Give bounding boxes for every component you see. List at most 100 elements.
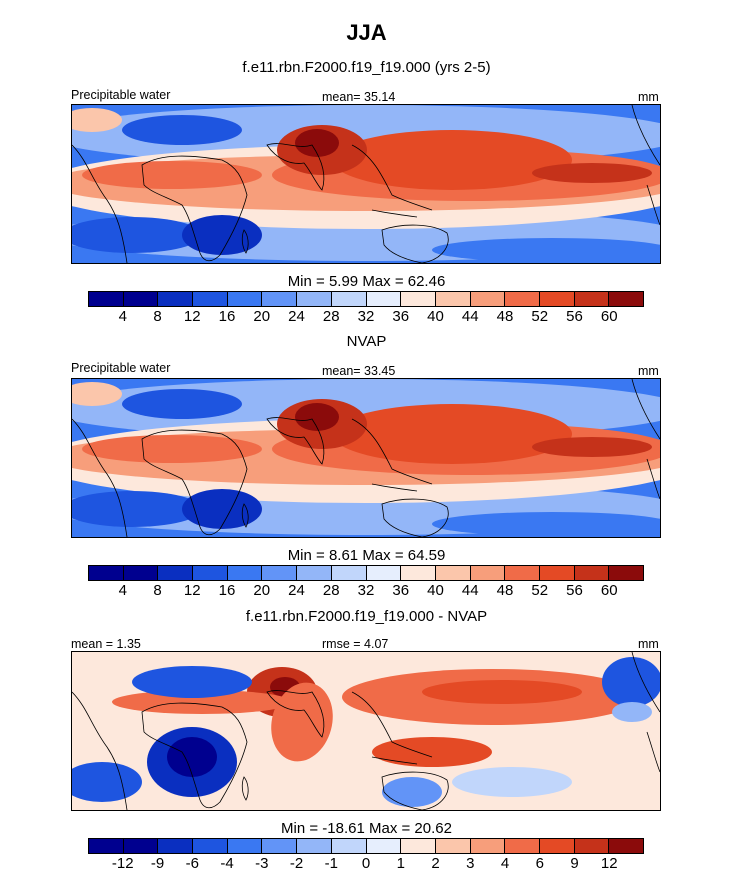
field-contour [182, 489, 262, 529]
colorbar-tick-label: 1 [396, 855, 405, 872]
colorbar-tick-label: 20 [253, 582, 271, 599]
colorbar-tick-label: 3 [466, 855, 475, 872]
coastline [141, 702, 248, 809]
colorbar-tick-label: 36 [392, 582, 410, 599]
colorbar-tick-label: -12 [111, 855, 134, 872]
colorbar-tick-label: 52 [531, 582, 549, 599]
colorbar-tick-label: 48 [496, 308, 514, 325]
colorbar-tick-label: 48 [496, 582, 514, 599]
field-contour [82, 161, 262, 189]
colorbar-box [366, 566, 402, 580]
field-contour [167, 737, 217, 777]
field-contour [72, 108, 122, 132]
colorbar-tick-label: 20 [253, 308, 271, 325]
field-contour [452, 767, 572, 797]
panel-1-minmax: Min = 5.99 Max = 62.46 [287, 273, 446, 290]
coastline [631, 105, 660, 226]
field-contour [82, 435, 262, 463]
colorbar-box [297, 839, 332, 853]
panel-2-units: mm [638, 364, 659, 378]
colorbar-tick-label: -9 [150, 855, 165, 872]
colorbar-tick-label: 16 [218, 308, 236, 325]
colorbar-box [470, 566, 506, 580]
colorbar-tick-label: 52 [531, 308, 549, 325]
colorbar-tick-label: 16 [218, 582, 236, 599]
colorbar-box [193, 566, 228, 580]
colorbar-box [331, 292, 367, 306]
panel-3-units: mm [638, 637, 659, 651]
coastline [381, 224, 449, 263]
colorbar-tick-label: 44 [461, 308, 479, 325]
colorbar-tick-label: -2 [289, 855, 304, 872]
colorbar-tick-label: 28 [322, 582, 340, 599]
colorbar-tick-label: 0 [361, 855, 371, 872]
coastline [72, 691, 128, 810]
colorbar-box [227, 566, 263, 580]
colorbar-tick-label: 60 [600, 582, 618, 599]
colorbar-box [331, 839, 367, 853]
season-title: JJA [346, 20, 387, 45]
field-contour [122, 389, 242, 419]
colorbar-box [193, 839, 228, 853]
colorbar-tick-label: -1 [324, 855, 338, 872]
colorbar-box [297, 566, 332, 580]
colorbar-box [574, 292, 610, 306]
colorbar-box [262, 839, 298, 853]
panel-2-mean-label: mean= 33.45 [322, 364, 396, 378]
colorbar-tick-label: 6 [535, 855, 544, 872]
panel-3-title: f.e11.rbn.F2000.f19_f19.000 - NVAP [245, 608, 488, 625]
colorbar-tick-label: 9 [570, 855, 579, 872]
colorbar-box [366, 839, 402, 853]
colorbar-tick-label: 60 [600, 308, 618, 325]
coastline [72, 418, 128, 537]
colorbar-tick-label: 8 [153, 308, 162, 325]
colorbar-tick-label: 2 [431, 855, 440, 872]
panel-3-map [71, 651, 661, 811]
field-contour [72, 491, 202, 527]
panel-2-field [72, 379, 660, 537]
colorbar-box [470, 839, 506, 853]
field-contour [332, 130, 572, 190]
colorbar-box [401, 292, 436, 306]
colorbar-tick-label: 4 [118, 308, 127, 325]
coastline [631, 652, 660, 773]
field-contour [602, 657, 660, 707]
panel-2-colorbar [88, 565, 644, 581]
field-contour [295, 129, 339, 157]
coastline [266, 143, 325, 191]
panel-1-mean-label: mean= 35.14 [322, 90, 396, 104]
coastline [141, 429, 248, 536]
coastline [351, 418, 433, 492]
field-contour [332, 404, 572, 464]
coastline [72, 144, 128, 263]
field-contour [112, 690, 292, 714]
colorbar-box [331, 566, 367, 580]
colorbar-box [227, 292, 263, 306]
colorbar-box [609, 292, 643, 306]
field-contour [372, 737, 492, 767]
panel-1-colorbar [88, 291, 644, 307]
panel-3-rmse-label: rmse = 4.07 [322, 637, 389, 651]
panel-2-map [71, 378, 661, 538]
coastline [381, 498, 449, 537]
coastline [351, 691, 433, 765]
colorbar-tick-label: 12 [183, 308, 201, 325]
field-contour [72, 382, 122, 406]
colorbar-box [609, 566, 643, 580]
coastline [241, 776, 249, 801]
colorbar-box [158, 292, 194, 306]
colorbar-tick-label: -3 [255, 855, 269, 872]
colorbar-box [574, 839, 610, 853]
colorbar-tick-label: 56 [566, 582, 583, 599]
colorbar-box [401, 839, 436, 853]
field-contour [432, 512, 660, 536]
colorbar-tick-label: 36 [392, 308, 410, 325]
colorbar-tick-label: -4 [220, 855, 234, 872]
colorbar-tick-label: 56 [566, 308, 583, 325]
colorbar-box [609, 839, 643, 853]
colorbar-box [158, 839, 194, 853]
colorbar-tick-label: 32 [357, 308, 375, 325]
field-contour [182, 215, 262, 255]
panel-1-field [72, 105, 660, 263]
colorbar-box [89, 292, 124, 306]
